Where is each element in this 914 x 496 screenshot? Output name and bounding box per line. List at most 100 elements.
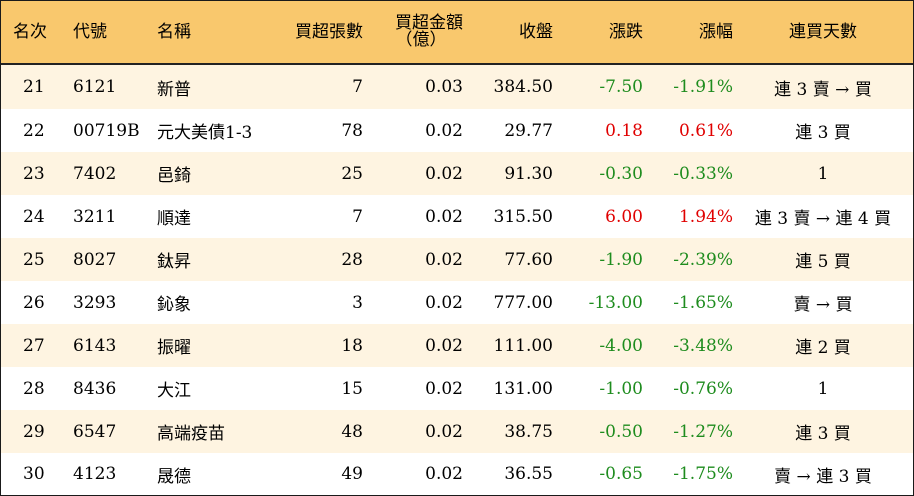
table-row[interactable]: 26 3293 鈊象 3 0.02 777.00 -13.00 -1.65% 賣 → 買: [1, 281, 913, 324]
cell-name: 鈊象: [157, 295, 191, 315]
cell-rank: 24: [23, 206, 45, 227]
cell-pct: -0.76%: [673, 378, 733, 399]
table-row[interactable]: 30 4123 晟德 49 0.02 36.55 -0.65 -1.75% 賣 → 連 3 買: [1, 453, 913, 495]
cell-close: 36.55: [504, 464, 553, 484]
cell-close: 777.00: [493, 292, 553, 313]
cell-change: -0.65: [599, 464, 643, 484]
cell-net-lots: 78: [341, 120, 363, 141]
cell-name: 大江: [157, 381, 191, 401]
header-change[interactable]: 漲跌: [609, 21, 643, 42]
header-rank[interactable]: 名次: [13, 21, 47, 42]
cell-streak: 連 2 買: [795, 338, 851, 358]
cell-rank: 25: [23, 249, 45, 270]
cell-streak: 連 3 賣 → 買: [733, 63, 913, 109]
cell-pct: -1.27%: [673, 421, 733, 442]
cell-rank: 27: [23, 335, 45, 356]
cell-name: 鈦昇: [157, 252, 191, 272]
table-row[interactable]: 25 8027 鈦昇 28 0.02 77.60 -1.90 -2.39% 連 5 買: [1, 238, 913, 281]
header-row: 名次 代號 名稱 買超張數 買超金額 （億） 收盤 漲跌 漲幅 連買天數: [1, 1, 913, 64]
cell-change: -1.90: [599, 249, 643, 270]
cell-net-lots: 7: [267, 63, 363, 109]
cell-net-amount: 0.02: [425, 206, 463, 227]
cell-pct: -0.33%: [673, 163, 733, 184]
header-net-amount[interactable]: 買超金額 （億）: [363, 1, 463, 64]
cell-close: 77.60: [504, 249, 553, 270]
table-row[interactable]: 22 00719B 元大美債1-3 78 0.02 29.77 0.18 0.61% 連 3 買: [1, 109, 913, 152]
cell-net-lots: 18: [341, 335, 363, 356]
cell-pct: 0.61%: [678, 120, 733, 141]
cell-rank: 23: [23, 163, 45, 184]
cell-close: 38.75: [504, 421, 553, 442]
cell-name: 晟德: [157, 466, 191, 487]
cell-change: -13.00: [588, 292, 643, 313]
cell-net-lots: 49: [341, 464, 363, 484]
cell-streak: 連 3 買: [795, 424, 851, 444]
cell-net-amount: 0.02: [425, 249, 463, 270]
cell-streak: 連 3 買: [795, 123, 851, 143]
cell-code: 3211: [73, 206, 117, 227]
cell-rank: 22: [23, 120, 45, 141]
cell-close: 384.50: [463, 63, 553, 109]
cell-net-amount: 0.02: [425, 464, 463, 484]
cell-change: -0.30: [599, 163, 643, 184]
header-name[interactable]: 名稱: [157, 21, 191, 42]
cell-streak: 賣 → 買: [793, 295, 853, 315]
cell-close: 131.00: [493, 378, 553, 399]
cell-net-lots: 3: [352, 292, 363, 313]
cell-name: 振曜: [157, 338, 191, 358]
cell-rank: 30: [23, 464, 45, 484]
cell-name: 元大美債1-3: [157, 123, 253, 143]
cell-name: 順達: [157, 209, 191, 229]
table-row[interactable]: 24 3211 順達 7 0.02 315.50 6.00 1.94% 連 3 賣 → 連 4 …: [1, 195, 913, 238]
header-net-lots[interactable]: 買超張數: [295, 21, 363, 42]
cell-net-amount: 0.02: [425, 120, 463, 141]
cell-net-amount: 0.02: [425, 292, 463, 313]
cell-net-amount: 0.02: [425, 378, 463, 399]
cell-code: 4123: [73, 464, 117, 484]
header-close[interactable]: 收盤: [519, 21, 553, 42]
cell-change: -7.50: [553, 63, 643, 109]
table-row[interactable]: 23 7402 邑錡 25 0.02 91.30 -0.30 -0.33% 1: [1, 152, 913, 195]
cell-net-lots: 7: [352, 206, 363, 227]
cell-streak: 連 3 賣 → 連 4 買: [754, 209, 892, 229]
header-streak[interactable]: 連買天數: [789, 21, 857, 42]
table-row[interactable]: 21 6121 新普 7 0.03 384.50 -7.50 -1.91% 連 3 賣 → 買: [1, 63, 913, 109]
cell-code: 7402: [73, 163, 117, 184]
cell-streak: 賣 → 連 3 買: [774, 466, 872, 487]
header-pct[interactable]: 漲幅: [699, 21, 733, 42]
cell-streak: 1: [817, 163, 829, 184]
cell-code: 3293: [73, 292, 117, 313]
table-row[interactable]: 29 6547 高端疫苗 48 0.02 38.75 -0.50 -1.27% 連 3 買: [1, 410, 913, 453]
header-net-amount-line1: 買超金額: [395, 13, 463, 33]
cell-close: 315.50: [493, 206, 553, 227]
cell-change: -4.00: [599, 335, 643, 356]
table-row[interactable]: 27 6143 振曜 18 0.02 111.00 -4.00 -3.48% 連 2 買: [1, 324, 913, 367]
cell-net-lots: 48: [341, 421, 363, 442]
cell-name: 新普: [157, 63, 267, 109]
cell-net-lots: 15: [341, 378, 363, 399]
cell-close: 29.77: [504, 120, 553, 141]
cell-change: -0.50: [599, 421, 643, 442]
cell-rank: 28: [23, 378, 45, 399]
cell-net-amount: 0.02: [425, 163, 463, 184]
cell-pct: 1.94%: [678, 206, 733, 227]
cell-change: -1.00: [599, 378, 643, 399]
cell-pct: -1.75%: [673, 464, 733, 484]
cell-net-lots: 28: [341, 249, 363, 270]
cell-net-amount: 0.02: [425, 335, 463, 356]
cell-code: 6143: [73, 335, 117, 356]
cell-pct: -3.48%: [673, 335, 733, 356]
cell-name: 高端疫苗: [157, 424, 225, 444]
cell-code: 8436: [73, 378, 117, 399]
cell-pct: -1.65%: [673, 292, 733, 313]
cell-change: 0.18: [605, 120, 643, 141]
cell-code: 8027: [73, 249, 117, 270]
cell-rank: 29: [23, 421, 45, 442]
table-row[interactable]: 28 8436 大江 15 0.02 131.00 -1.00 -0.76% 1: [1, 367, 913, 410]
header-code[interactable]: 代號: [73, 21, 107, 42]
cell-rank: 21: [1, 63, 73, 109]
cell-net-amount: 0.03: [363, 63, 463, 109]
